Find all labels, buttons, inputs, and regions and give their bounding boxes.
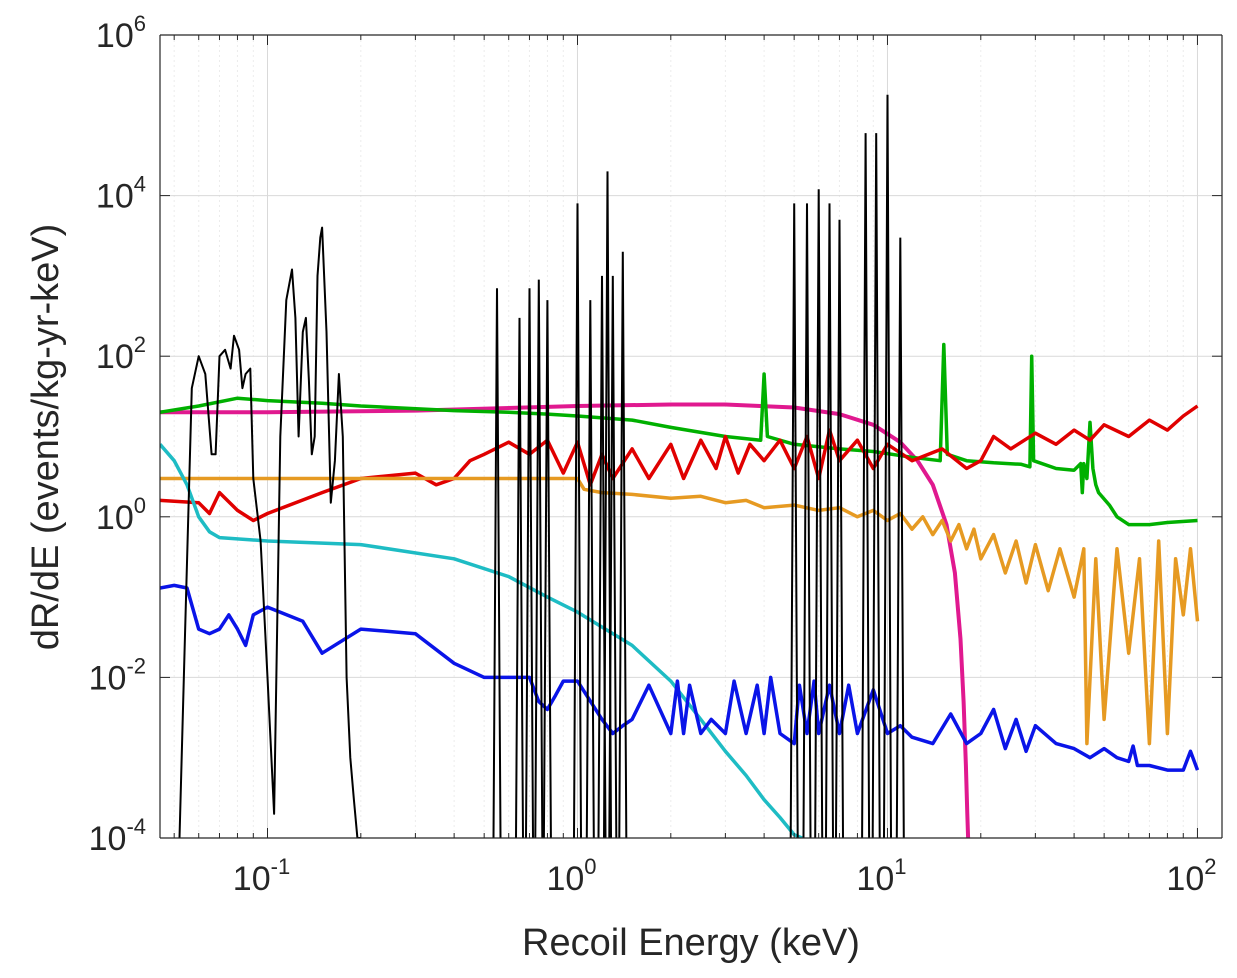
spike-line [534,279,544,838]
spike-line [802,203,812,838]
y-tick-label: 100 [96,493,146,537]
y-tick-label: 102 [96,332,146,376]
y-tick-label: 104 [96,172,146,216]
x-tick-label: 100 [546,854,596,898]
spike-line [618,251,628,838]
y-tick-labels: 10-4 10-2 100 102 104 106 [89,11,146,858]
y-tick-label: 10-2 [89,653,146,697]
y-axis-title: dR/dE (events/kg-yr-keV) [25,224,67,651]
spike-line [883,94,892,838]
spike-line [573,203,582,838]
spike-line [825,203,834,838]
x-tick-label: 102 [1166,854,1216,898]
series-group [160,94,1200,838]
series-line-5 [160,443,803,838]
spike-line [895,237,905,838]
x-tick-label: 101 [856,854,906,898]
spike-line [525,288,534,838]
spike-line [789,203,799,838]
axes [159,34,1223,839]
spike-line [515,317,524,838]
spike-line [608,275,618,838]
series-line-1 [160,402,971,838]
spike-line [871,133,881,838]
spike-line [861,133,871,838]
y-tick-label: 106 [96,11,146,55]
series-line-6 [160,583,1200,772]
spike-line [835,219,844,838]
y-tick-label: 10-4 [89,814,146,858]
x-tick-label: 10-1 [233,854,290,898]
series-line-4 [160,476,1200,746]
spike-line [492,288,502,838]
spike-line [542,300,552,838]
plot-background [160,35,1222,838]
series-line-7 [178,226,361,838]
x-axis-title: Recoil Energy (keV) [522,922,860,964]
series-layer [160,94,1200,838]
x-tick-labels: 10-1 100 101 102 [233,854,1217,898]
spike-line [814,189,824,838]
spike-line [585,300,595,838]
